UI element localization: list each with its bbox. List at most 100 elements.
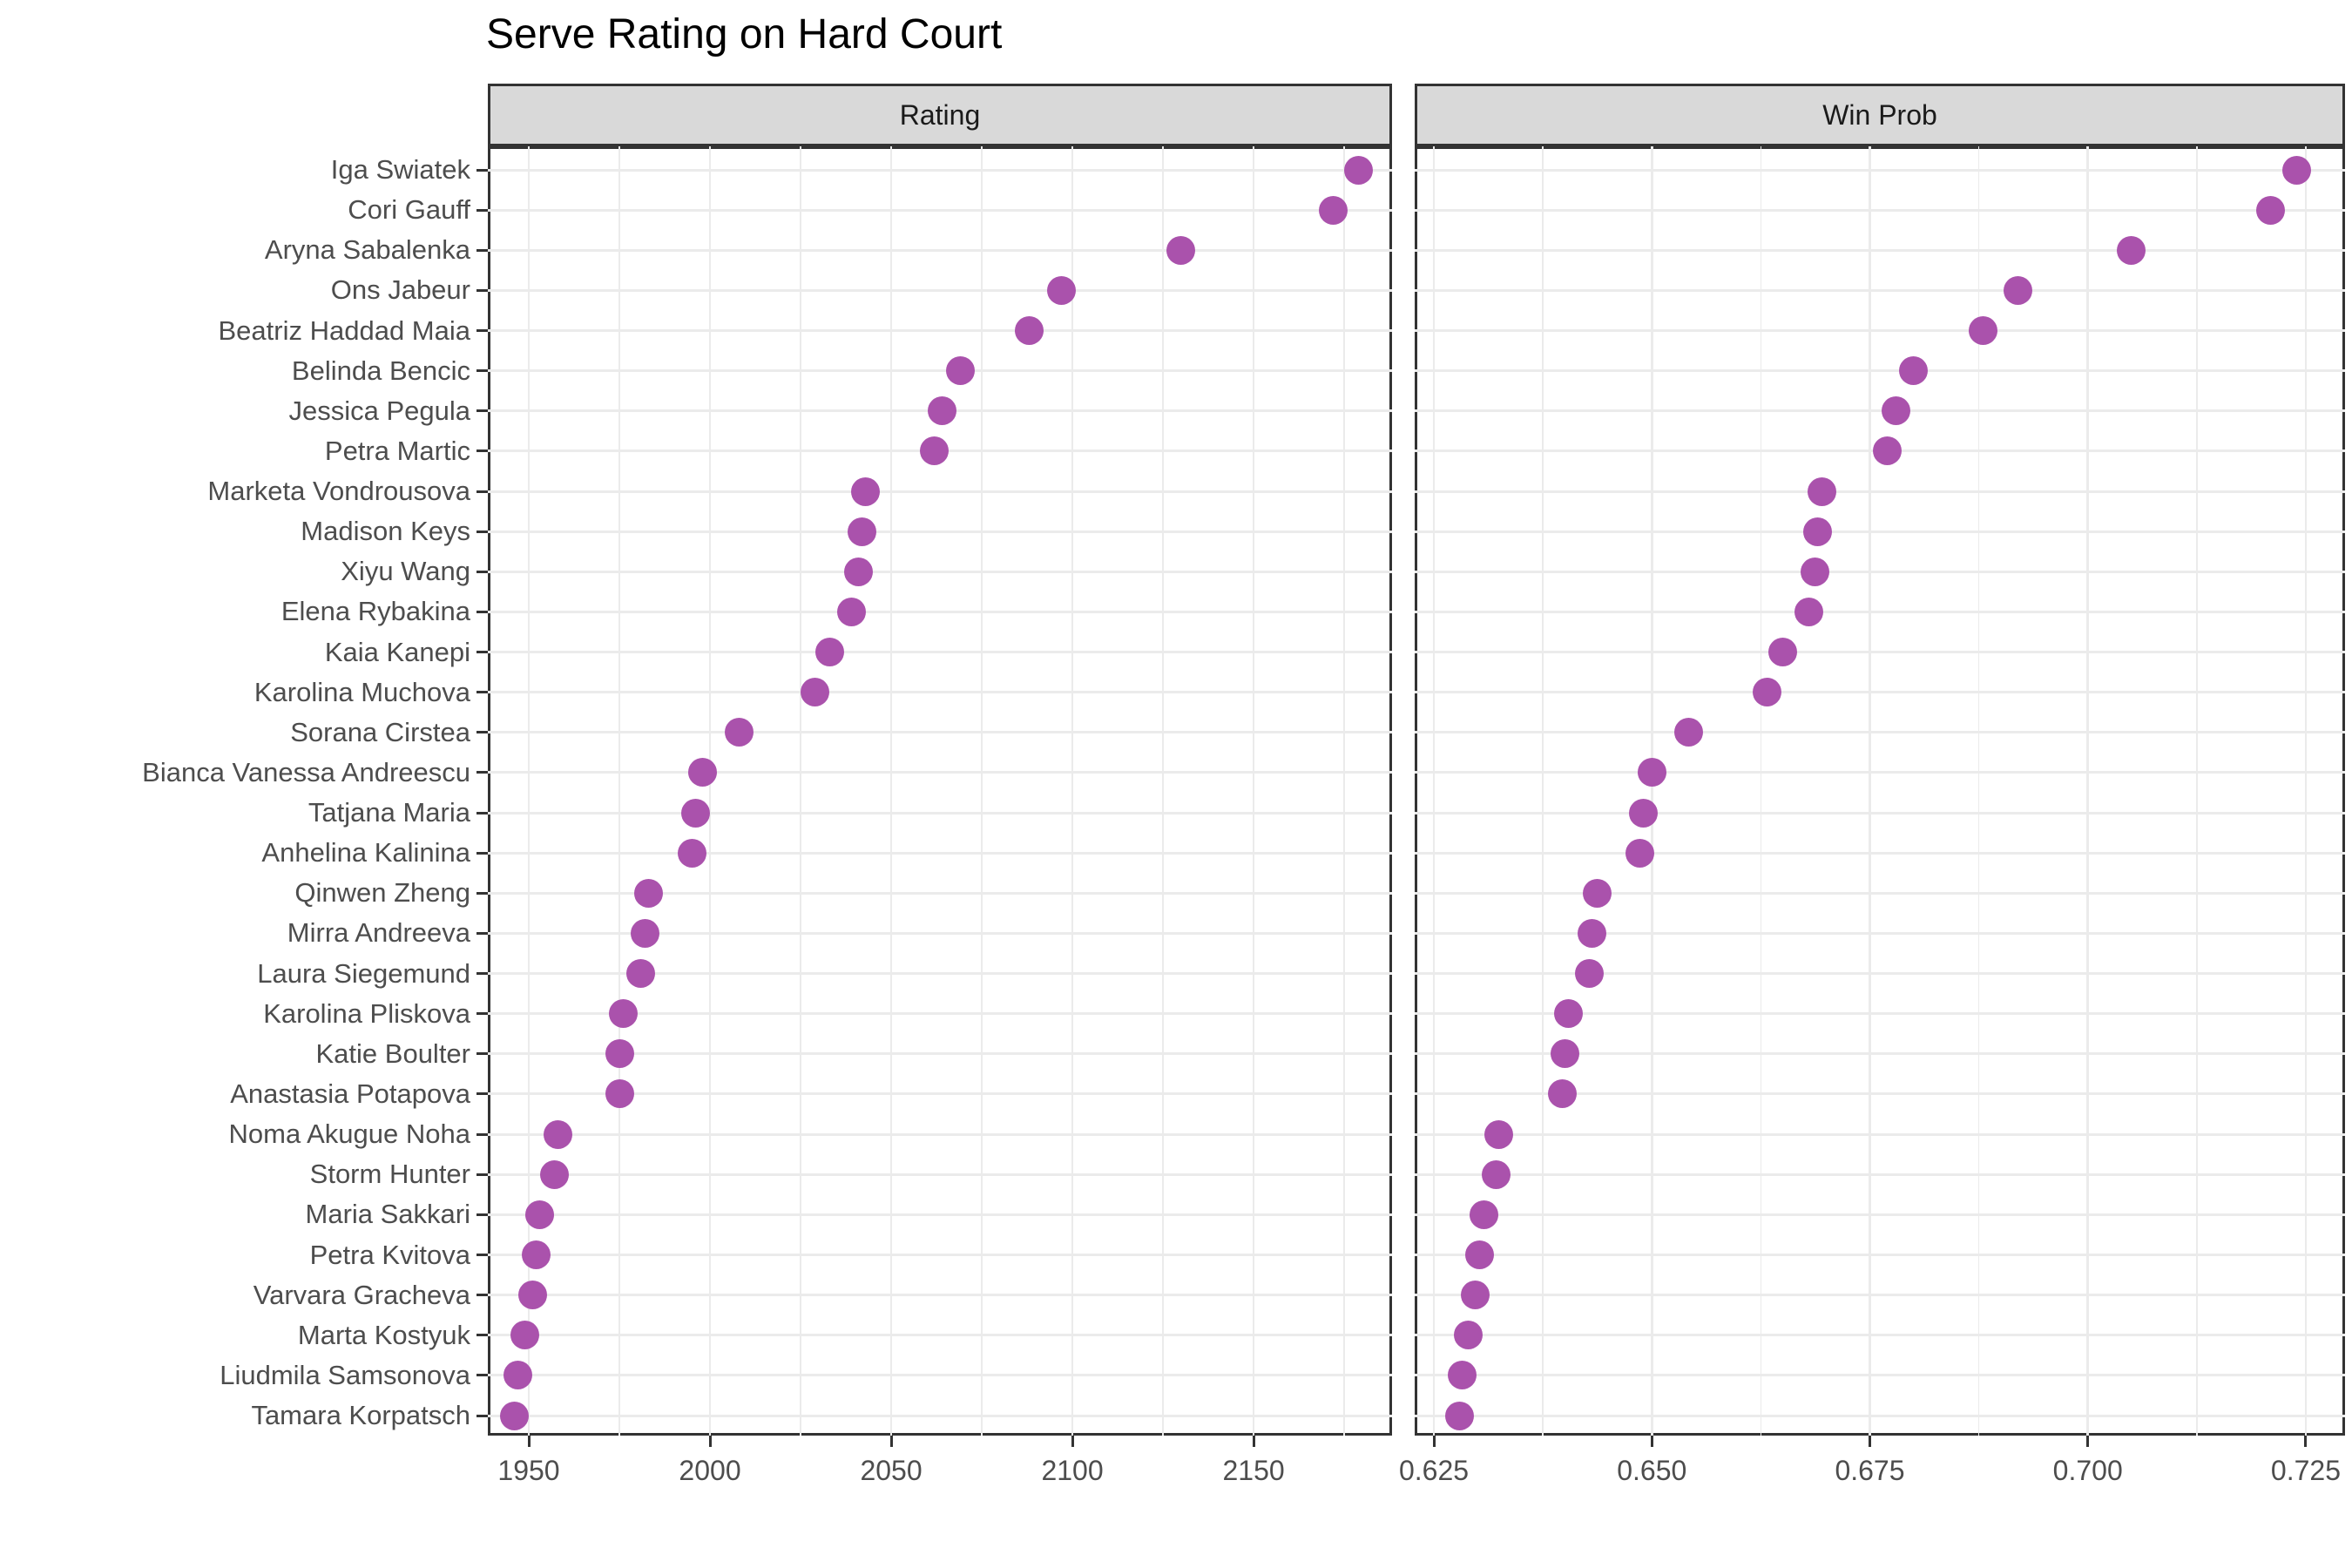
gridline-vertical-major xyxy=(2304,146,2308,1436)
data-point xyxy=(1969,316,1998,346)
data-point xyxy=(510,1321,540,1350)
data-point xyxy=(1550,1039,1579,1069)
y-axis-tick xyxy=(476,931,488,935)
facet-strip-win-prob: Win Prob xyxy=(1415,84,2345,146)
gridline-horizontal xyxy=(488,1012,1392,1016)
data-point xyxy=(1453,1321,1483,1350)
y-axis-player-label: Petra Martic xyxy=(324,435,470,466)
gridline-vertical-major xyxy=(708,146,712,1436)
data-point xyxy=(2256,195,2286,225)
data-point xyxy=(524,1200,554,1229)
data-point xyxy=(1582,878,1612,908)
y-axis-player-label: Katie Boulter xyxy=(315,1037,471,1069)
gridline-horizontal xyxy=(1415,731,2345,734)
gridline-horizontal xyxy=(488,691,1392,694)
facet-strip-win-prob-label: Win Prob xyxy=(1822,98,1937,131)
gridline-horizontal xyxy=(1415,691,2345,694)
y-axis-tick xyxy=(476,1213,488,1216)
gridline-horizontal xyxy=(1415,851,2345,855)
y-axis-player-label: Laura Siegemund xyxy=(257,957,470,989)
data-point xyxy=(836,597,866,626)
data-point xyxy=(1577,918,1606,948)
gridline-horizontal xyxy=(1415,208,2345,212)
y-axis-tick xyxy=(476,329,488,333)
data-point xyxy=(1047,275,1077,305)
gridline-horizontal xyxy=(488,851,1392,855)
data-point xyxy=(1469,1200,1498,1229)
gridline-horizontal xyxy=(488,168,1392,172)
gridline-horizontal xyxy=(488,972,1392,976)
y-axis-tick xyxy=(476,731,488,734)
y-axis-player-label: Liudmila Samsonova xyxy=(220,1359,470,1390)
data-point xyxy=(1752,678,1781,707)
y-axis-tick xyxy=(476,369,488,373)
y-axis-player-label: Maria Sakkari xyxy=(305,1199,471,1230)
data-point xyxy=(688,758,718,787)
y-axis-player-label: Kaia Kanepi xyxy=(324,636,470,667)
data-point xyxy=(1014,316,1044,346)
gridline-horizontal xyxy=(1415,931,2345,935)
y-axis-tick xyxy=(476,1294,488,1297)
gridline-vertical-minor xyxy=(2196,146,2198,1436)
y-axis-tick xyxy=(476,208,488,212)
gridline-horizontal xyxy=(1415,168,2345,172)
gridline-vertical-minor xyxy=(618,146,620,1436)
gridline-horizontal xyxy=(488,731,1392,734)
y-axis-tick xyxy=(476,449,488,453)
gridline-horizontal xyxy=(1415,1414,2345,1417)
gridline-horizontal xyxy=(488,651,1392,654)
y-axis-tick xyxy=(476,570,488,573)
data-point xyxy=(1882,396,1911,426)
data-point xyxy=(1767,638,1797,667)
gridline-horizontal xyxy=(1415,1092,2345,1096)
x-axis-tick xyxy=(2086,1436,2090,1447)
data-point xyxy=(844,557,874,586)
y-axis-tick xyxy=(476,972,488,976)
y-axis-tick xyxy=(476,248,488,252)
y-axis-tick xyxy=(476,891,488,895)
y-axis-player-label: Cori Gauff xyxy=(348,194,470,226)
data-point xyxy=(920,436,950,466)
y-axis-tick xyxy=(476,1092,488,1096)
data-point xyxy=(1484,1119,1513,1149)
data-point xyxy=(1464,1240,1494,1269)
gridline-horizontal xyxy=(1415,1173,2345,1176)
y-axis-player-label: Karolina Muchova xyxy=(253,676,470,707)
x-axis-tick xyxy=(1252,1436,1255,1447)
y-axis-player-label: Mirra Andreeva xyxy=(287,917,470,949)
y-axis-tick xyxy=(476,610,488,613)
y-axis-player-label: Bianca Vanessa Andreescu xyxy=(142,756,470,787)
data-point xyxy=(633,878,663,908)
gridline-horizontal xyxy=(488,811,1392,814)
data-point xyxy=(2282,155,2312,185)
x-axis-tick-label: 2100 xyxy=(1041,1455,1104,1486)
gridline-vertical-major xyxy=(1071,146,1074,1436)
x-axis-tick-label: 0.625 xyxy=(1398,1455,1470,1486)
y-axis-player-label: Xiyu Wang xyxy=(341,556,470,587)
x-axis-tick xyxy=(527,1436,531,1447)
y-axis-tick xyxy=(476,1012,488,1016)
y-axis-player-label: Jessica Pegula xyxy=(288,395,470,426)
x-axis-tick xyxy=(889,1436,893,1447)
data-point xyxy=(1481,1159,1511,1189)
gridline-horizontal xyxy=(488,1052,1392,1056)
data-point xyxy=(504,1361,533,1390)
facet-strip-rating-label: Rating xyxy=(899,98,981,131)
gridline-horizontal xyxy=(1415,1132,2345,1136)
gridline-vertical-minor xyxy=(1977,146,1980,1436)
y-axis-tick xyxy=(476,530,488,533)
y-axis-player-label: Tatjana Maria xyxy=(308,797,470,828)
y-axis-player-label: Anastasia Potapova xyxy=(230,1078,470,1109)
y-axis-tick xyxy=(476,651,488,654)
gridline-horizontal xyxy=(488,248,1392,252)
data-point xyxy=(1460,1281,1490,1310)
data-point xyxy=(517,1281,547,1310)
data-point xyxy=(2117,235,2146,265)
y-axis-player-label: Ons Jabeur xyxy=(330,274,470,306)
data-point xyxy=(1637,758,1666,787)
x-axis-tick xyxy=(1071,1436,1074,1447)
y-axis-tick xyxy=(476,490,488,493)
gridline-vertical-minor xyxy=(981,146,983,1436)
gridline-horizontal xyxy=(488,288,1392,292)
